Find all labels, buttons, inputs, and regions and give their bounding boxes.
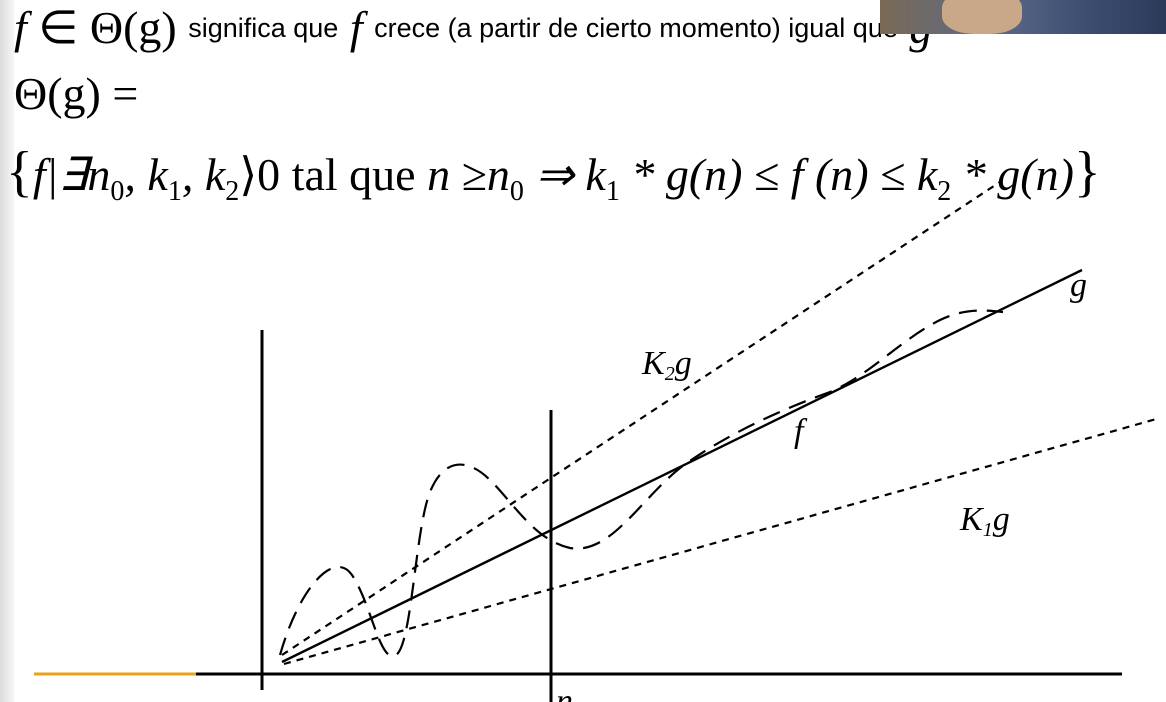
k1g-line (283, 416, 1161, 666)
symbol-f: f (14, 2, 27, 53)
symbol-theta-g: Θ(g) (89, 2, 177, 53)
label-g: g (1070, 267, 1087, 304)
label-k2g: K2g (641, 345, 692, 385)
theta-equals: Θ(g) = (14, 68, 139, 119)
slide-left-edge (0, 0, 14, 702)
f-curve (278, 309, 1004, 658)
open-brace: { (6, 141, 33, 203)
presenter-face (942, 0, 1022, 34)
k2g-line (281, 181, 1001, 656)
symbol-element-of: ∈ (38, 2, 79, 53)
set-definition: {f|∃n0, k1, k2⟩0 tal que n ≥n0 ⇒ k1 * g(… (6, 141, 1101, 207)
close-brace: } (1073, 141, 1101, 203)
theta-definition-head: Θ(g) = (14, 68, 138, 120)
label-f: f (794, 413, 808, 450)
text-crece: crece (a partir de cierto momento) igual… (374, 13, 898, 43)
webcam-overlay (880, 0, 1166, 34)
label-n0: n (556, 683, 573, 702)
label-k1g: K1g (959, 501, 1010, 541)
symbol-f-2: f (349, 2, 363, 53)
text-significa: significa que (188, 13, 339, 43)
text-tal-que: tal que (291, 149, 416, 200)
